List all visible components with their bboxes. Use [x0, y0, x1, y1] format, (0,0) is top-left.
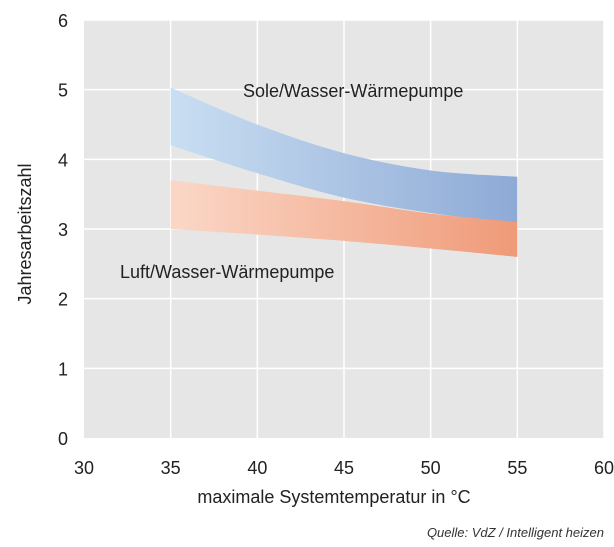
bands — [170, 87, 518, 257]
x-tick-label: 30 — [74, 458, 94, 478]
y-tick-label: 3 — [58, 220, 68, 240]
y-tick-label: 6 — [58, 11, 68, 31]
x-tick-label: 55 — [507, 458, 527, 478]
source-note: Quelle: VdZ / Intelligent heizen — [427, 525, 604, 540]
band-luft-wasser — [170, 180, 518, 257]
band-label-luft-wasser: Luft/Wasser-Wärmepumpe — [120, 262, 334, 282]
y-tick-label: 4 — [58, 150, 68, 170]
band-sole-wasser — [170, 87, 518, 224]
y-tick-label: 1 — [58, 359, 68, 379]
y-tick-labels: 0 1 2 3 4 5 6 — [58, 11, 68, 449]
x-tick-labels: 30 35 40 45 50 55 60 — [74, 458, 614, 478]
y-tick-label: 2 — [58, 290, 68, 310]
x-tick-label: 50 — [421, 458, 441, 478]
x-axis-title: maximale Systemtemperatur in °C — [197, 487, 470, 507]
y-tick-label: 5 — [58, 81, 68, 101]
x-tick-label: 40 — [247, 458, 267, 478]
band-labels: Sole/Wasser-Wärmepumpe Luft/Wasser-Wärmep… — [120, 81, 463, 282]
x-tick-label: 35 — [161, 458, 181, 478]
y-tick-label: 0 — [58, 429, 68, 449]
band-label-sole-wasser: Sole/Wasser-Wärmepumpe — [243, 81, 463, 101]
x-tick-label: 60 — [594, 458, 614, 478]
y-axis-title: Jahresarbeitszahl — [15, 163, 35, 304]
x-tick-label: 45 — [334, 458, 354, 478]
